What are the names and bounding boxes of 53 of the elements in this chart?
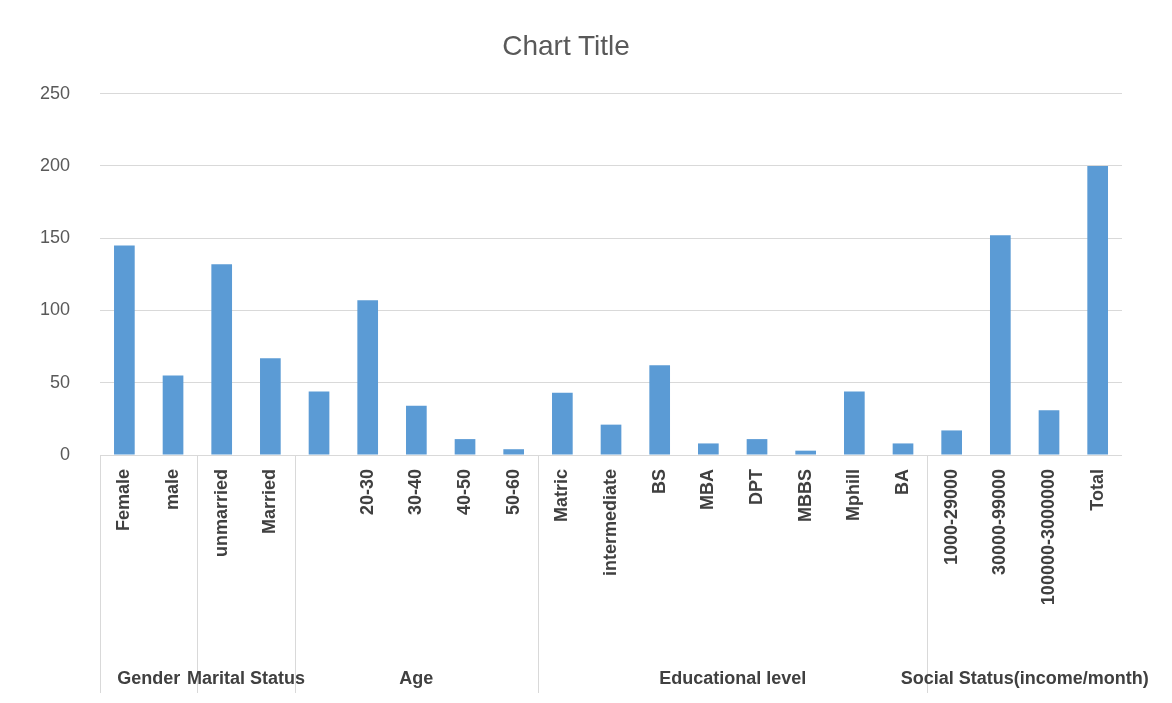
x-tick-label: 50-60 — [502, 469, 523, 516]
x-tick-label: Matric — [551, 469, 572, 523]
x-tick-label: 30-40 — [405, 469, 426, 516]
chart-title: Chart Title — [502, 29, 630, 61]
bar — [941, 430, 963, 455]
bar — [698, 443, 719, 455]
bar — [162, 375, 184, 455]
bar — [600, 424, 622, 455]
text: Age — [399, 667, 434, 688]
x-tick-label: 40-50 — [453, 469, 474, 516]
x-tick-label: 20-30 — [356, 469, 377, 516]
text: Educational level — [659, 667, 807, 688]
bar — [114, 245, 135, 455]
bar — [308, 391, 330, 455]
x-tick-label: DPT — [745, 469, 766, 505]
bar — [211, 264, 233, 455]
bar — [552, 392, 573, 455]
y-tick-label: 150 — [39, 227, 71, 248]
bar — [892, 443, 914, 455]
bar — [1038, 410, 1060, 455]
bar — [357, 300, 379, 455]
text: Gender — [117, 667, 181, 688]
x-tick-label: MBA — [697, 469, 718, 510]
bar — [795, 450, 817, 455]
y-tick-label: 200 — [39, 154, 71, 175]
x-tick-label: BA — [891, 469, 912, 495]
x-tick-label: male — [162, 469, 182, 511]
x-tick-label: 1000-29000 — [940, 469, 961, 566]
y-tick-label: 100 — [39, 299, 71, 320]
y-tick-label: 50 — [50, 371, 71, 392]
x-tick-label: Total — [1086, 469, 1107, 511]
x-tick-label: BS — [648, 469, 669, 495]
bar — [1087, 165, 1109, 455]
x-tick-label: Female — [113, 469, 134, 532]
text: Social Status(income/month) — [900, 667, 1149, 688]
y-tick-label: 250 — [39, 82, 71, 103]
bar — [503, 449, 525, 455]
x-tick-label: 100000-3000000 — [1037, 469, 1058, 606]
bar — [844, 391, 865, 455]
bar — [990, 235, 1011, 455]
bar — [454, 439, 476, 455]
x-tick-label: intermediate — [599, 469, 620, 577]
x-tick-label: unmarried — [210, 469, 231, 558]
bar — [406, 405, 427, 455]
x-tick-label: 30000-99000 — [989, 469, 1010, 576]
y-tick-label: 0 — [60, 443, 71, 464]
bar — [649, 365, 671, 455]
x-tick-label: Married — [259, 469, 280, 535]
bar — [746, 439, 768, 455]
text: Marital Status — [187, 667, 306, 688]
x-tick-label: MBBS — [794, 469, 815, 522]
x-tick-label: Mphill — [843, 469, 864, 521]
bar — [260, 358, 281, 455]
